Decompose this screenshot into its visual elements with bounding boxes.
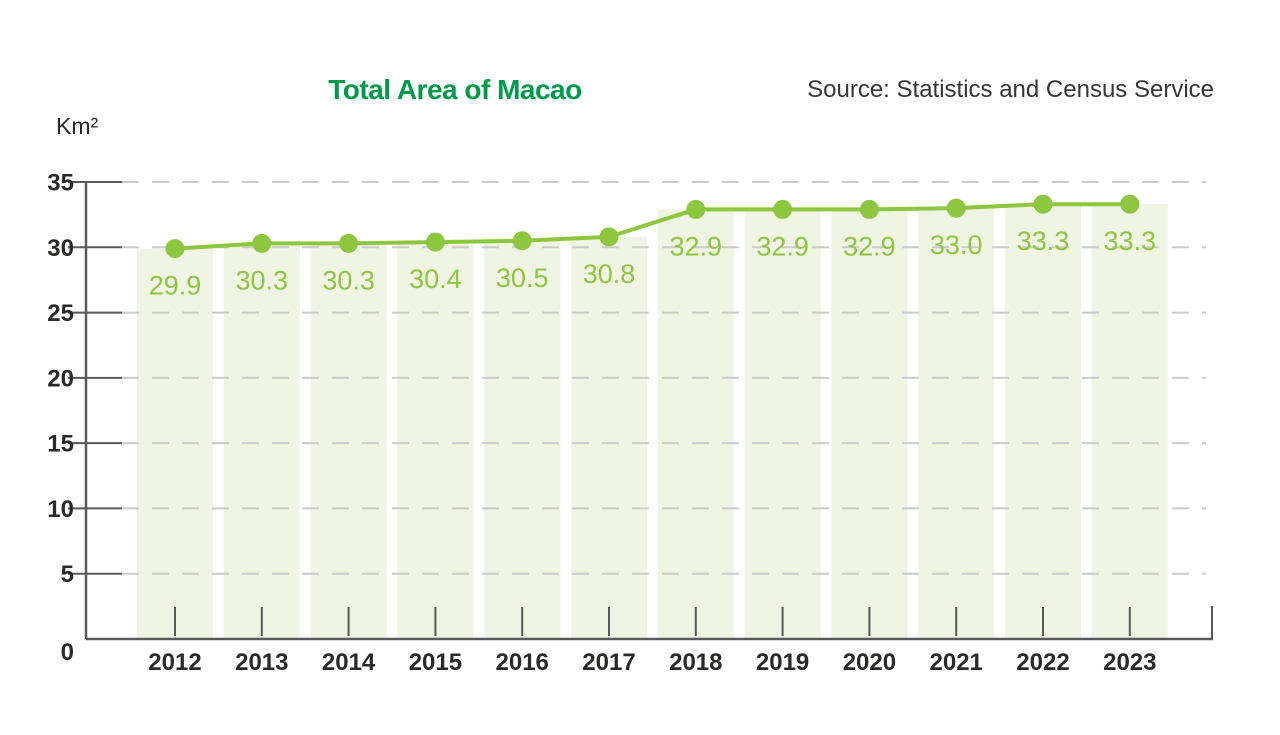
year-label-2020: 2020: [843, 649, 896, 676]
year-label-2012: 2012: [148, 649, 201, 676]
year-label-2021: 2021: [930, 649, 983, 676]
y-tick-label-5: 5: [61, 561, 74, 588]
value-label-2018: 32.9: [670, 231, 723, 261]
chart-title: Total Area of Macao: [328, 74, 582, 105]
value-label-2012: 29.9: [149, 271, 202, 301]
data-point-2015: [425, 232, 445, 252]
source-label: Source: Statistics and Census Service: [807, 76, 1214, 103]
bar-2017: [571, 236, 647, 638]
bar-2018: [657, 209, 734, 639]
year-label-2016: 2016: [496, 649, 549, 676]
value-label-2020: 32.9: [843, 231, 896, 261]
data-point-2022: [1033, 194, 1053, 214]
bar-2015: [397, 242, 474, 638]
y-tick-label-20: 20: [47, 365, 74, 392]
y-tick-label-10: 10: [47, 496, 74, 523]
data-point-2020: [859, 199, 879, 219]
data-point-2017: [599, 227, 619, 247]
bar-2023: [1091, 204, 1168, 638]
value-label-2016: 30.5: [496, 263, 549, 293]
year-label-2023: 2023: [1103, 649, 1156, 676]
y-tick-label-0: 0: [61, 639, 74, 666]
value-label-2017: 30.8: [583, 259, 636, 289]
bar-2014: [310, 243, 387, 638]
y-axis-unit-label: Km²: [56, 113, 99, 139]
data-point-2012: [165, 239, 185, 259]
year-label-2022: 2022: [1016, 649, 1069, 676]
trend-line: [174, 202, 1130, 251]
data-point-2013: [252, 233, 272, 253]
bar-2013: [223, 243, 300, 638]
data-point-2021: [946, 198, 966, 218]
value-label-2023: 33.3: [1104, 226, 1157, 256]
y-tick-label-25: 25: [47, 300, 74, 327]
bar-2016: [484, 240, 561, 638]
data-point-2019: [773, 199, 793, 219]
value-label-2013: 30.3: [236, 265, 289, 295]
value-label-2021: 33.0: [930, 230, 983, 260]
bar-2012: [137, 248, 213, 638]
year-label-2019: 2019: [756, 649, 809, 676]
year-label-2015: 2015: [409, 649, 462, 676]
year-label-2013: 2013: [235, 649, 288, 676]
data-point-2023: [1120, 194, 1140, 214]
year-label-2018: 2018: [669, 649, 722, 676]
bar-2021: [918, 208, 995, 638]
value-label-2015: 30.4: [409, 264, 462, 294]
bar-2020: [831, 209, 908, 639]
year-label-2014: 2014: [322, 649, 376, 676]
data-point-2014: [339, 233, 359, 253]
y-tick-label-30: 30: [47, 235, 74, 262]
year-label-2017: 2017: [582, 649, 635, 676]
data-point-2016: [512, 231, 532, 251]
value-label-2014: 30.3: [322, 265, 375, 295]
data-point-2018: [686, 199, 706, 219]
bar-2019: [744, 209, 821, 639]
y-tick-label-35: 35: [47, 170, 74, 197]
bar-2022: [1005, 204, 1081, 638]
y-tick-label-15: 15: [47, 431, 74, 458]
value-label-2022: 33.3: [1017, 226, 1070, 256]
value-label-2019: 32.9: [756, 231, 809, 261]
